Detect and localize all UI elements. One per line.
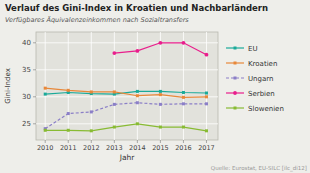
tick-label-y: 35: [22, 66, 31, 74]
tick-label-x: 2014: [129, 144, 146, 152]
tick-y: [33, 69, 36, 70]
grid-line-y: [36, 42, 218, 43]
tick-label-x: 2012: [83, 144, 100, 152]
point: [44, 93, 47, 96]
point: [67, 129, 70, 132]
tick-x: [137, 140, 138, 143]
legend-marker: [234, 47, 237, 50]
grid-line-x: [183, 32, 184, 140]
tick-x: [91, 140, 92, 143]
grid-line-x: [91, 32, 92, 140]
tick-y: [33, 96, 36, 97]
point: [182, 126, 185, 129]
tick-label-x: 2015: [152, 144, 169, 152]
tick-label-y: 40: [22, 39, 31, 47]
legend-marker: [234, 77, 237, 80]
legend-swatch: [226, 47, 244, 48]
source: Quelle: Eurostat, EU-SILC [ilc_di12]: [211, 165, 307, 172]
subtitle: Verfügbares Äquivalenzeinkommen nach Soz…: [5, 16, 189, 24]
legend-entry: EU: [248, 45, 258, 53]
plot-frame: [36, 32, 218, 140]
tick-x: [68, 140, 69, 143]
tick-label-y: 25: [22, 120, 31, 128]
point: [112, 51, 116, 55]
point: [136, 122, 139, 125]
tick-x: [114, 140, 115, 143]
tick-x: [206, 140, 207, 143]
grid-line-y: [36, 69, 218, 70]
legend-entry: Ungarn: [248, 75, 273, 83]
grid-line-x: [206, 32, 207, 140]
y-axis-label: Gini-Index: [4, 68, 12, 104]
point: [90, 90, 93, 93]
point: [136, 101, 139, 104]
tick-label-x: 2016: [175, 144, 192, 152]
legend-swatch: [226, 77, 244, 78]
tick-label-x: 2017: [198, 144, 215, 152]
point: [135, 49, 139, 53]
series-line: [45, 124, 206, 131]
point: [90, 110, 93, 113]
point: [159, 126, 162, 129]
grid-line-x: [137, 32, 138, 140]
tick-y: [33, 42, 36, 43]
point: [67, 89, 70, 92]
point: [113, 103, 116, 106]
point: [159, 103, 162, 106]
grid-line-x: [160, 32, 161, 140]
point: [113, 90, 116, 93]
point: [44, 87, 47, 90]
grid-line-x: [114, 32, 115, 140]
tick-label-x: 2013: [106, 144, 123, 152]
legend-entry: Serbien: [248, 90, 275, 98]
tick-x: [45, 140, 46, 143]
title: Verlauf des Gini-Index in Kroatien und N…: [5, 3, 268, 13]
point: [205, 129, 208, 132]
tick-x: [183, 140, 184, 143]
tick-label-y: 30: [22, 93, 31, 101]
point: [205, 92, 208, 95]
legend-swatch: [226, 62, 244, 63]
tick-y: [33, 123, 36, 124]
point: [205, 53, 209, 57]
plot-data: [44, 41, 209, 132]
legend-entry: Kroatien: [248, 60, 277, 68]
legend-marker: [233, 91, 237, 95]
point: [136, 90, 139, 93]
grid-line-y: [36, 123, 218, 124]
point: [113, 126, 116, 129]
point: [159, 93, 162, 96]
point: [182, 96, 185, 99]
point: [67, 112, 70, 115]
point: [159, 90, 162, 93]
chart: Verlauf des Gini-Index in Kroatien und N…: [0, 0, 310, 173]
point: [90, 129, 93, 132]
point: [159, 41, 163, 45]
tick-label-x: 2011: [60, 144, 77, 152]
point: [182, 91, 185, 94]
legend-entry: Slowenien: [248, 105, 284, 113]
series-line: [45, 103, 206, 129]
tick-x: [160, 140, 161, 143]
point: [205, 102, 208, 105]
point: [44, 129, 47, 132]
tick-label-x: 2010: [37, 144, 54, 152]
point: [136, 94, 139, 97]
grid-line-x: [45, 32, 46, 140]
point: [182, 41, 186, 45]
grid-line-x: [68, 32, 69, 140]
point: [182, 102, 185, 105]
legend-marker: [234, 107, 237, 110]
point: [205, 95, 208, 98]
x-axis-label: Jahr: [119, 153, 136, 162]
legend-marker: [234, 62, 237, 65]
legend-swatch: [226, 107, 244, 108]
